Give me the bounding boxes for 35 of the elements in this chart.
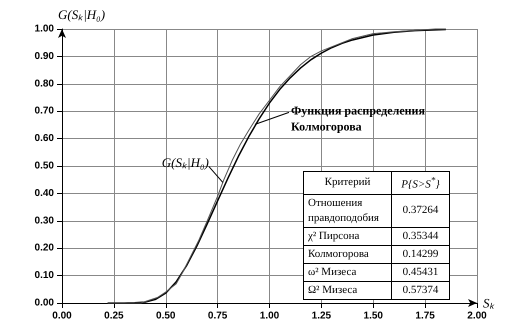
x-tick-label: 0.75 <box>208 310 228 322</box>
x-tick-label: 0.25 <box>104 310 124 322</box>
annotation: Колмогорова <box>304 245 392 264</box>
y-tick-label: 0.30 <box>34 215 54 226</box>
y-tick-label: 0.20 <box>34 242 54 254</box>
x-axis-title: Sₖ <box>483 296 496 310</box>
y-tick-label: 0.50 <box>34 160 54 172</box>
x-tick-label: 2.00 <box>467 310 488 322</box>
annotation: Ω² Мизеса <box>304 281 392 300</box>
annotation: Критерий <box>304 172 392 194</box>
x-tick-label: 0.50 <box>156 310 176 322</box>
x-tick-label: 1.25 <box>312 310 332 322</box>
y-tick-label: 1.00 <box>34 24 54 34</box>
y-tick-label: 0.00 <box>34 298 54 308</box>
annotation: χ² Пирсона <box>304 227 392 246</box>
x-tick-label: 1.00 <box>260 310 280 322</box>
annotation: 0.14299 <box>392 245 450 264</box>
y-tick-label: 0.10 <box>34 270 54 282</box>
annotation: 0.45431 <box>392 263 450 282</box>
y-tick-label: 0.80 <box>34 78 54 90</box>
y-tick-label: 0.40 <box>34 188 54 199</box>
annotation: P{S>S$^{*}$} <box>392 172 450 194</box>
annotation: 0.57374 <box>392 281 450 300</box>
annotation: ω² Мизеса <box>304 263 392 282</box>
annotation: 0.37264 <box>392 194 450 228</box>
y-axis-title: G(Sₖ|H₀) <box>58 7 106 22</box>
y-tick-label: 0.70 <box>34 106 54 117</box>
x-tick-label: 0.00 <box>52 310 72 322</box>
annotation: Функция распределения Колмогорова <box>290 103 426 134</box>
annotation: 0.35344 <box>392 227 450 246</box>
x-tick-label: 1.50 <box>364 310 384 322</box>
y-tick-label: 0.60 <box>34 133 54 144</box>
annotation: G(Sₖ|H₀) <box>162 154 209 170</box>
y-tick-label: 0.90 <box>34 50 54 62</box>
x-tick-label: 1.75 <box>415 310 436 322</box>
